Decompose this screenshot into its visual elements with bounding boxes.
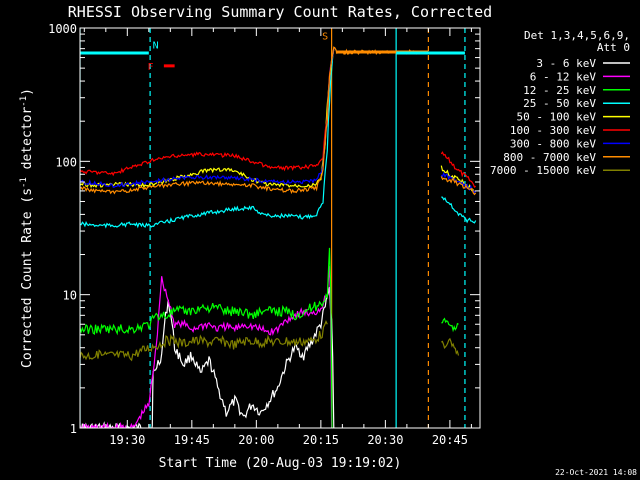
y-tick-label: 1: [70, 422, 77, 436]
legend-label-7: 800 - 7000 keV: [503, 151, 596, 164]
legend-label-4: 50 - 100 keV: [517, 111, 597, 124]
series-line-5: [80, 48, 335, 177]
series-line-7: [80, 46, 429, 195]
legend-label-2: 12 - 25 keV: [523, 84, 596, 97]
annotations: NF S: [148, 31, 329, 72]
footer-date: 22-Oct-2021 14:08: [555, 468, 637, 477]
post-gap-line-5: [441, 317, 459, 333]
legend-header-line-2: Att 0: [597, 41, 630, 54]
y-tick-label: 100: [55, 155, 77, 169]
annotation-F: F: [148, 62, 154, 73]
post-gap-line-3: [440, 176, 477, 196]
y-axis-ticks: 1 10 100 1000: [48, 22, 480, 436]
post-gap-line-4: [441, 196, 477, 224]
x-tick-label: 20:30: [367, 433, 403, 447]
legend-label-6: 300 - 800 keV: [510, 137, 596, 150]
y-axis-label: Corrected Count Rate (s-1 detector-1): [19, 88, 35, 368]
x-tick-label: 20:45: [432, 433, 468, 447]
series-line-1: [80, 265, 333, 428]
legend-label-8: 7000 - 15000 keV: [490, 164, 596, 177]
x-tick-label: 20:00: [238, 433, 274, 447]
x-axis-ticks: 19:30 19:45 20:00 20:15 20:30 20:45: [83, 28, 472, 447]
legend-label-1: 6 - 12 keV: [530, 70, 597, 83]
series-line-2: [80, 247, 333, 428]
legend-label-0: 3 - 6 keV: [536, 57, 596, 70]
plot-frame: [79, 27, 481, 429]
post-gap-line-1: [440, 165, 477, 194]
flag-bars: [80, 50, 465, 68]
annotation-S: S: [322, 31, 328, 42]
x-axis-label: Start Time (20-Aug-03 19:19:02): [159, 456, 402, 471]
legend-header-line-1: Det 1,3,4,5,6,9,: [524, 29, 630, 42]
series-line-6: [80, 48, 335, 188]
series-line-8: [80, 320, 328, 362]
legend-label-3: 25 - 50 keV: [523, 97, 596, 110]
x-tick-label: 19:45: [174, 433, 210, 447]
chart-title: RHESSI Observing Summary Count Rates, Co…: [68, 3, 492, 21]
post-gap-line-6: [441, 337, 460, 356]
x-tick-label: 20:15: [303, 433, 339, 447]
post-gap-line-0: [440, 151, 477, 188]
x-tick-label: 19:30: [109, 433, 145, 447]
series-line-3: [80, 48, 335, 229]
legend-label-5: 100 - 300 keV: [510, 124, 596, 137]
y-tick-label: 1000: [48, 22, 77, 36]
series-lines: [80, 46, 477, 428]
y-tick-label: 10: [63, 289, 77, 303]
annotation-N: N: [153, 41, 159, 52]
